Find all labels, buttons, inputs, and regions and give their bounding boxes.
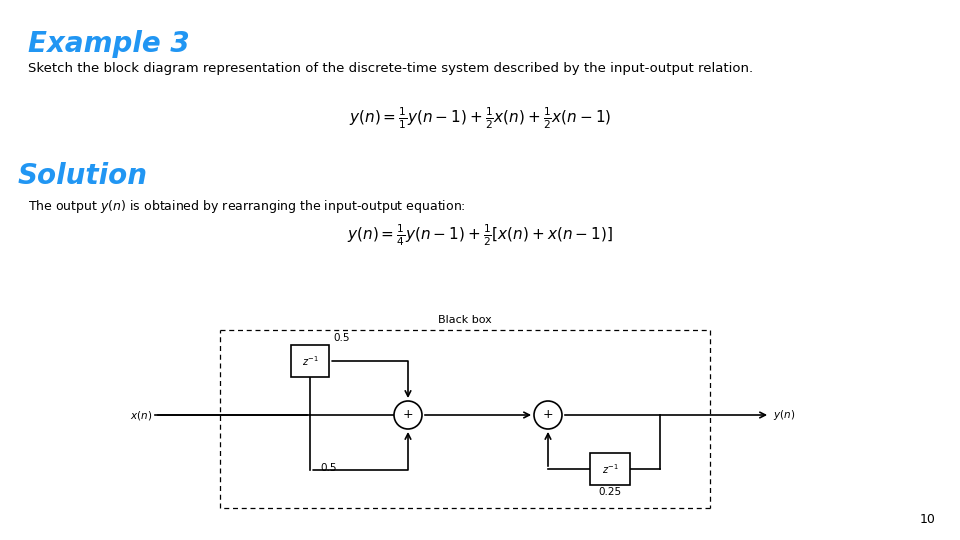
Circle shape bbox=[534, 401, 562, 429]
Text: 0.25: 0.25 bbox=[598, 487, 621, 497]
Text: Sketch the block diagram representation of the discrete-time system described by: Sketch the block diagram representation … bbox=[28, 62, 754, 75]
Text: $y(n)$: $y(n)$ bbox=[773, 408, 795, 422]
Text: $z^{-1}$: $z^{-1}$ bbox=[602, 462, 618, 476]
Polygon shape bbox=[291, 345, 329, 377]
Text: 0.5: 0.5 bbox=[333, 333, 349, 343]
Text: $y(n) = \frac{1}{1}y(n-1) + \frac{1}{2}x(n) + \frac{1}{2}x(n-1)$: $y(n) = \frac{1}{1}y(n-1) + \frac{1}{2}x… bbox=[348, 105, 612, 131]
Text: $y(n) = \frac{1}{4}y(n-1) + \frac{1}{2}[x(n) + x(n-1)]$: $y(n) = \frac{1}{4}y(n-1) + \frac{1}{2}[… bbox=[348, 222, 612, 247]
Text: The output $y(n)$ is obtained by rearranging the input-output equation:: The output $y(n)$ is obtained by rearran… bbox=[28, 198, 466, 215]
Text: Black box: Black box bbox=[438, 315, 492, 325]
Text: +: + bbox=[542, 408, 553, 422]
Text: Example 3: Example 3 bbox=[28, 30, 190, 58]
Text: 10: 10 bbox=[920, 513, 936, 526]
Text: $z^{-1}$: $z^{-1}$ bbox=[301, 354, 319, 368]
Circle shape bbox=[394, 401, 422, 429]
Text: +: + bbox=[402, 408, 414, 422]
Polygon shape bbox=[590, 453, 630, 485]
Text: 0.5: 0.5 bbox=[320, 463, 337, 473]
Text: Solution: Solution bbox=[18, 162, 148, 190]
Text: $x(n)$: $x(n)$ bbox=[130, 408, 152, 422]
